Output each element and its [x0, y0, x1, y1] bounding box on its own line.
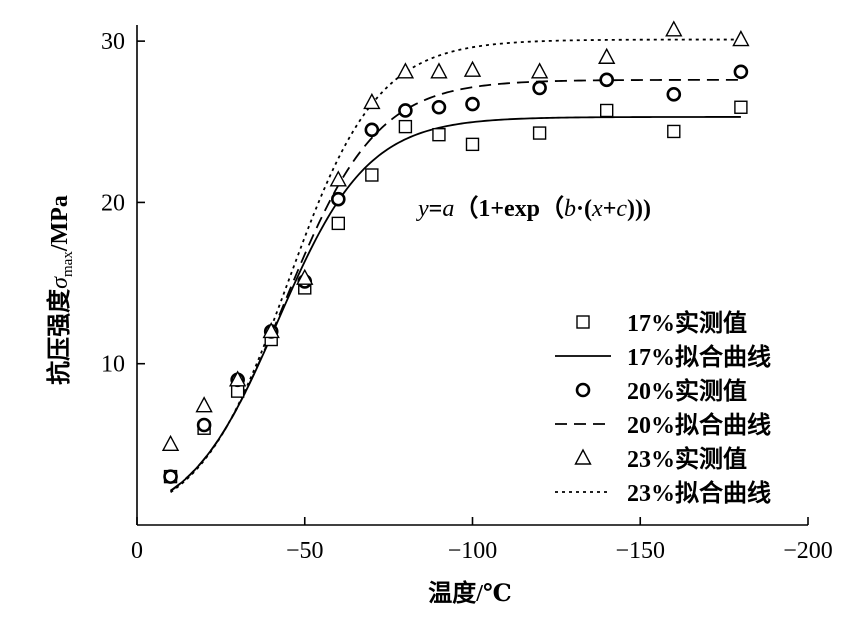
data-point-square [600, 103, 614, 118]
data-point-circle [398, 103, 413, 118]
data-point-square [532, 126, 547, 140]
x-tick-label: −100 [448, 538, 498, 564]
data-point-circle [330, 191, 346, 207]
legend: 17%实测值 17%拟合曲线 20%实测值 20%拟合曲线 23%实测值 23%拟合曲线 [555, 309, 771, 507]
legend-label: 23%实测值 [627, 445, 747, 473]
data-point-circle [666, 87, 682, 102]
legend-marker [575, 382, 591, 398]
data-point-square [365, 168, 379, 182]
y-tick-label: 10 [101, 352, 125, 378]
data-point-circle [599, 72, 615, 88]
data-point-triangle [530, 62, 549, 79]
data-point-triangle [665, 20, 683, 37]
data-points [161, 20, 750, 484]
data-point-triangle [262, 321, 280, 339]
x-tick-label: 0 [131, 538, 143, 564]
data-point-triangle [161, 434, 180, 452]
data-point-triangle [598, 47, 616, 64]
data-point-square [331, 216, 345, 231]
legend-label: 17%拟合曲线 [627, 343, 771, 371]
data-point-triangle [732, 30, 750, 47]
data-point-triangle [396, 62, 415, 79]
x-tick-label: −150 [615, 538, 665, 564]
data-point-circle [364, 122, 380, 138]
data-point-square [465, 137, 480, 152]
data-point-circle [196, 417, 212, 433]
x-tick-label: −200 [783, 538, 833, 564]
data-point-triangle [329, 170, 347, 187]
data-point-square [734, 100, 748, 114]
data-point-square [667, 124, 681, 139]
y-axis-title: 抗压强度σmax/MPa [45, 195, 76, 385]
data-point-circle [163, 469, 178, 484]
data-point-triangle [463, 60, 482, 77]
data-point-triangle [228, 370, 247, 387]
formula-annotation: y=a（1+exp（b·(x+c))) [416, 195, 651, 222]
data-point-circle [465, 96, 480, 112]
data-point-square [432, 127, 446, 142]
data-point-triangle [195, 396, 213, 413]
axis-ticks: 0 −50 −100 −150 −200 10 20 30 [101, 29, 833, 564]
data-point-circle [733, 64, 749, 80]
data-point-triangle [430, 62, 448, 79]
legend-marker [574, 448, 592, 465]
legend-label: 23%拟合曲线 [627, 479, 771, 507]
data-point-square [398, 119, 413, 134]
data-point-triangle [296, 268, 314, 285]
y-tick-label: 20 [101, 190, 125, 216]
y-tick-label: 30 [101, 29, 125, 55]
legend-label: 20%拟合曲线 [627, 411, 771, 439]
fit-curve [170, 78, 741, 492]
fit-curves [170, 38, 741, 493]
data-point-circle [532, 80, 547, 96]
x-tick-label: −50 [286, 538, 324, 564]
x-axis-title: 温度/℃ [428, 579, 511, 607]
data-point-triangle [363, 92, 381, 110]
legend-marker [576, 315, 590, 329]
legend-label: 20%实测值 [627, 377, 747, 405]
legend-label: 17%实测值 [627, 309, 747, 337]
data-point-circle [431, 99, 447, 115]
